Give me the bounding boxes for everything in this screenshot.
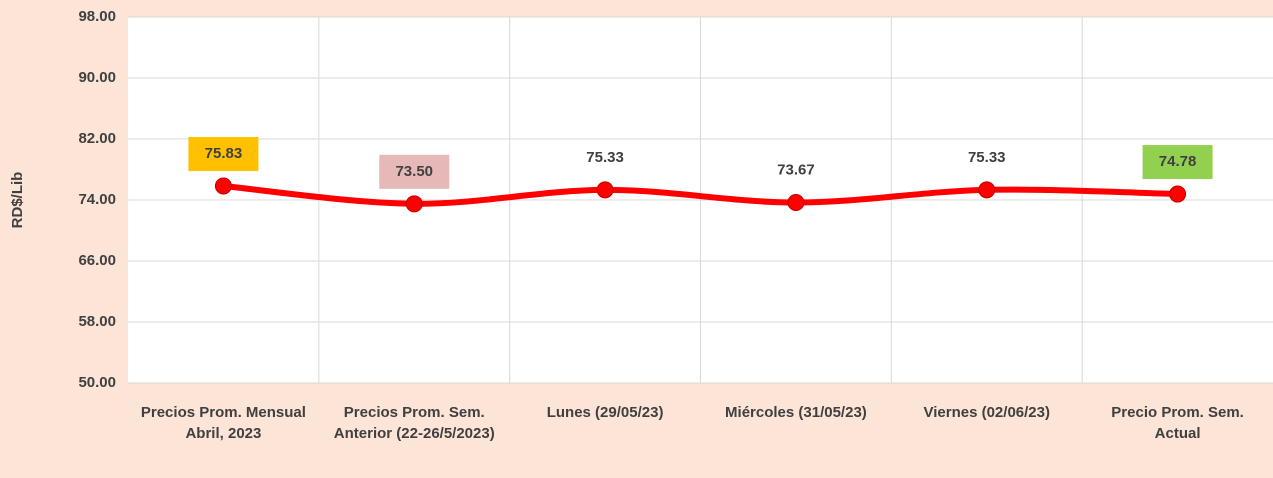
marker	[787, 194, 805, 212]
x-tick-label: Miércoles (31/05/23)	[725, 404, 867, 421]
label-box	[760, 153, 831, 188]
y-tick-label: 58.00	[78, 313, 116, 330]
marker	[978, 181, 996, 199]
x-tick-label: Precios Prom. Sem. Anterior (22-26/5/202…	[333, 404, 495, 442]
y-tick-label: 82.00	[78, 130, 116, 147]
marker	[596, 181, 614, 199]
label-box	[951, 140, 1022, 175]
y-tick-label: 66.00	[78, 252, 116, 269]
data-label: 73.50	[395, 163, 433, 180]
y-tick-label: 90.00	[78, 69, 116, 86]
x-tick-label: Lunes (29/05/23)	[546, 404, 664, 421]
label-box	[188, 137, 259, 172]
x-tick-label: Viernes (02/06/23)	[923, 404, 1050, 421]
x-tick-label: Precios Prom. Mensual Abril, 2023	[140, 404, 306, 442]
data-label: 74.78	[1159, 153, 1197, 170]
data-label: 75.33	[968, 149, 1006, 166]
label-box	[1142, 145, 1213, 180]
line	[220, 183, 1181, 207]
marker	[1169, 185, 1187, 203]
label-box	[570, 140, 641, 175]
data-label: 75.33	[586, 149, 624, 166]
marker	[405, 195, 423, 213]
y-tick-label: 50.00	[78, 374, 116, 391]
y-tick-label: 74.00	[78, 191, 116, 208]
y-axis-title: RD$/Lib	[9, 172, 26, 229]
x-tick-label: Precio Prom. Sem. Actual	[1111, 404, 1244, 442]
marker	[214, 177, 232, 195]
label-box	[379, 154, 450, 189]
data-label: 75.83	[205, 145, 243, 162]
data-label: 73.67	[777, 161, 815, 178]
y-tick-label: 98.00	[78, 8, 116, 25]
